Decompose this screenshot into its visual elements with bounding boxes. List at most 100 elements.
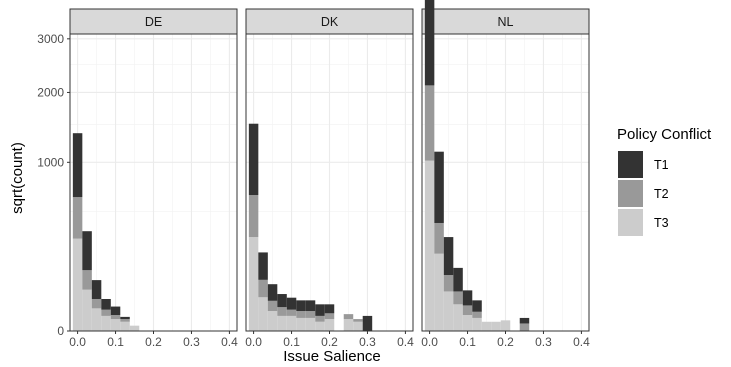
bar-t2 [472,311,482,318]
bar-t3 [267,311,278,331]
bar-t3 [129,325,140,331]
x-tick-label: 0.0 [421,335,438,349]
x-tick-label: 0.4 [397,335,414,349]
bar-t3 [277,315,287,331]
legend-key-t2 [618,180,643,207]
bar-t2 [424,85,435,161]
legend-title: Policy Conflict [617,126,712,143]
bar-t1 [267,284,278,301]
x-tick-label: 0.2 [145,335,162,349]
x-tick-label: 0.3 [359,335,376,349]
bar-t2 [248,195,259,238]
bar-t1 [519,317,530,324]
bar-t1 [315,304,325,316]
bar-t2 [343,314,354,320]
y-tick-label: 3000 [37,32,64,46]
facet-panels: DE 0.0 0.1 0.2 0.3 0.4 0 1000 2000 3000 DK 0.0 0.1 0.… [37,0,590,349]
bar-t2 [305,311,316,318]
bar-t1 [101,298,111,310]
bar-t2 [258,279,268,298]
bar-t3 [353,321,363,331]
bar-t2 [120,319,130,322]
bar-t1 [258,252,268,280]
x-tick-label: 0.3 [183,335,200,349]
bar-t3 [324,319,335,331]
bar-t1 [82,231,92,271]
x-tick-label: 0.2 [321,335,338,349]
bar-t1 [424,0,435,86]
legend: Policy Conflict T1 T2 T3 [617,126,712,236]
bar-t2 [72,197,83,239]
bar-t1 [248,123,259,196]
bar-t2 [315,315,325,322]
bar-t3 [296,317,306,331]
facet-strip-label: DK [321,15,339,29]
bar-t2 [82,270,92,290]
x-tick-label: 0.2 [497,335,514,349]
bar-t1 [434,151,444,223]
bar-t3 [481,321,492,331]
x-tick-label: 0.0 [245,335,262,349]
bar-t3 [258,297,268,331]
facet-strip-label: NL [498,15,514,29]
bar-t1 [120,316,130,320]
bar-t3 [101,315,111,331]
legend-label-t1: T1 [654,158,669,172]
bar-t1 [324,304,335,314]
bar-t3 [286,315,297,331]
bar-t1 [472,300,482,312]
bar-t2 [101,309,111,316]
bar-t2 [453,291,463,305]
bar-t3 [120,321,130,331]
bar-t2 [296,311,306,318]
facet-strip-label: DE [145,15,162,29]
x-axis-title: Issue Salience [283,348,381,365]
legend-key-t1 [618,151,643,178]
x-tick-label: 0.4 [573,335,590,349]
bar-t1 [286,297,297,310]
bar-t3 [315,321,325,331]
x-tick-label: 0.3 [535,335,552,349]
bar-t3 [305,317,316,331]
bar-t3 [434,253,444,331]
bar-t2 [267,300,278,312]
bar-t3 [248,237,259,331]
facet-de: DE 0.0 0.1 0.2 0.3 0.4 0 1000 2000 3000 [37,8,238,349]
x-tick-label: 0.1 [459,335,476,349]
bar-t2 [462,305,473,315]
bar-t2 [286,309,297,316]
y-tick-label: 0 [57,324,64,338]
bar-t1 [91,280,102,299]
legend-key-t3 [618,209,643,236]
x-tick-label: 0.4 [221,335,238,349]
bar-t2 [110,314,121,320]
facet-nl: NL 0.0 0.1 0.2 0.3 0.4 [421,0,590,349]
bar-t3 [453,304,463,331]
bar-t1 [462,290,473,306]
bar-t2 [324,313,335,320]
facet-strip [69,8,238,35]
bar-t3 [491,321,501,331]
bar-t1 [453,267,463,292]
y-tick-label: 2000 [37,85,64,99]
bar-t3 [462,314,473,331]
bar-t3 [472,317,482,331]
bar-t2 [443,275,454,292]
bar-t3 [82,289,92,331]
bar-t2 [353,319,363,322]
bar-t3 [424,160,435,331]
bar-t1 [277,294,287,308]
bar-t2 [519,323,530,331]
bar-t3 [500,320,511,331]
bar-t3 [72,238,83,331]
bar-t1 [110,306,121,315]
facet-strip [421,8,590,35]
bar-t1 [72,133,83,198]
bar-t1 [305,300,316,312]
x-tick-label: 0.1 [283,335,300,349]
bar-t2 [91,298,102,309]
bar-t3 [443,291,454,331]
bar-t3 [110,319,121,331]
bar-t1 [362,315,373,331]
legend-label-t2: T2 [654,187,669,201]
